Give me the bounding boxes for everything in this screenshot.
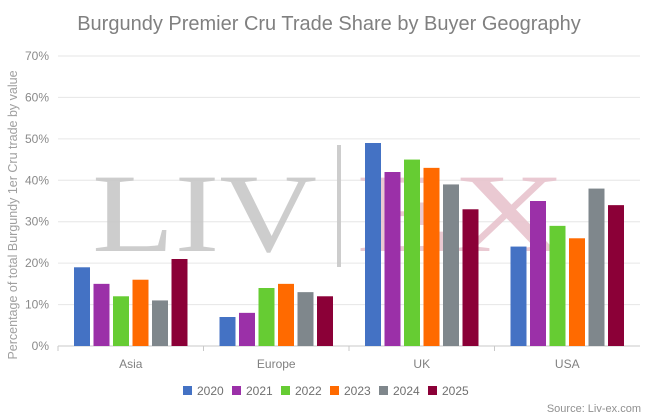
y-tick-label: 0% — [32, 339, 50, 353]
y-axis-label: Percentage of total Burgundy 1er Cru tra… — [6, 70, 20, 359]
x-tick-label: UK — [413, 357, 430, 371]
watermark-divider — [337, 145, 341, 267]
legend-swatch — [330, 386, 339, 395]
gridlines — [58, 55, 640, 306]
bar-europe-2025 — [317, 296, 333, 346]
bar-uk-2025 — [462, 209, 479, 346]
legend-label: 2022 — [295, 384, 322, 398]
y-tick-label: 70% — [25, 49, 49, 63]
bar-uk-2022 — [404, 159, 420, 346]
bar-usa-2025 — [608, 205, 624, 346]
bar-uk-2024 — [443, 184, 459, 346]
bar-asia-2023 — [132, 279, 149, 346]
watermark-liv-text: LIV — [92, 152, 317, 276]
bar-europe-2024 — [297, 292, 314, 346]
bar-europe-2022 — [258, 288, 275, 346]
bar-asia-2022 — [113, 296, 129, 346]
bar-usa-2024 — [588, 188, 605, 346]
bar-usa-2020 — [510, 246, 527, 346]
legend-swatch — [379, 386, 388, 395]
legend-label: 2021 — [246, 384, 273, 398]
bar-asia-2021 — [93, 283, 110, 346]
legend-label: 2023 — [344, 384, 371, 398]
bar-uk-2021 — [384, 172, 401, 346]
bar-asia-2020 — [74, 267, 90, 346]
legend-swatch — [281, 386, 290, 395]
bar-europe-2020 — [219, 317, 236, 346]
x-tick-label: Europe — [257, 357, 296, 371]
y-tick-label: 40% — [25, 173, 49, 187]
chart-title: Burgundy Premier Cru Trade Share by Buye… — [77, 13, 581, 35]
source-note: Source: Liv-ex.com — [547, 403, 641, 415]
y-tick-label: 20% — [25, 256, 49, 270]
bar-usa-2021 — [530, 201, 546, 346]
y-tick-label: 50% — [25, 132, 49, 146]
x-tick-label: USA — [555, 357, 580, 371]
legend-swatch — [183, 386, 192, 395]
legend: 2020 2021 2022 2023 2024 2025 — [183, 384, 469, 398]
legend-swatch — [428, 386, 437, 395]
legend-label: 2024 — [393, 384, 420, 398]
y-tick-label: 60% — [25, 90, 49, 104]
bar-uk-2020 — [365, 143, 381, 346]
x-tick-label: Asia — [119, 357, 143, 371]
legend-label: 2025 — [442, 384, 469, 398]
legend-label: 2020 — [197, 384, 224, 398]
liv-ex-watermark-logo: LIV EX — [92, 145, 566, 276]
bar-usa-2023 — [569, 238, 585, 346]
bar-europe-2023 — [278, 283, 294, 346]
bar-asia-2024 — [152, 300, 168, 346]
bar-uk-2023 — [423, 167, 440, 346]
bar-asia-2025 — [171, 259, 188, 346]
legend-swatch — [232, 386, 241, 395]
bar-usa-2022 — [549, 225, 566, 346]
y-tick-label: 30% — [25, 215, 49, 229]
y-tick-label: 10% — [25, 298, 49, 312]
axes: 0% 10% 20% 30% 40% 50% 60% 70% Asia Europe UK USA — [25, 49, 640, 371]
bars — [74, 143, 624, 346]
bar-europe-2021 — [239, 312, 255, 346]
